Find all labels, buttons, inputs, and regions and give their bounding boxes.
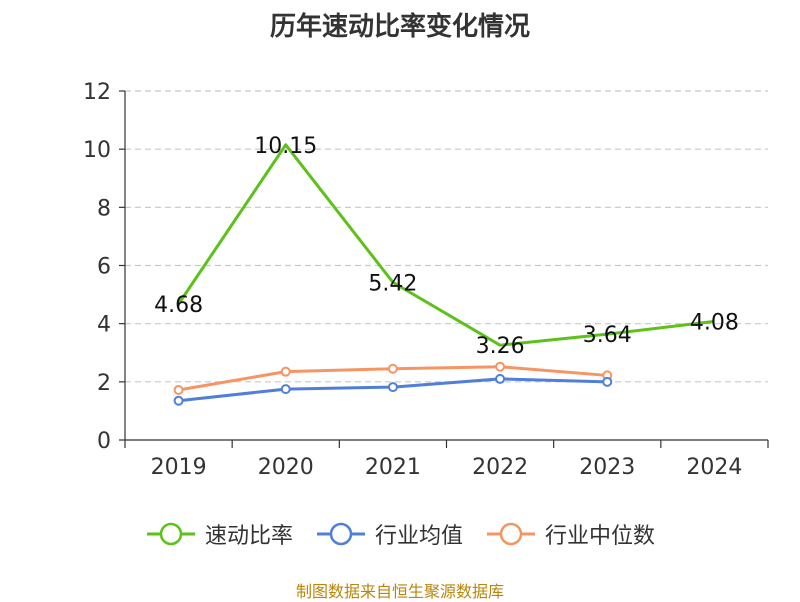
legend-label: 行业中位数 bbox=[545, 524, 656, 549]
data-point bbox=[495, 373, 506, 384]
source-note: 制图数据来自恒生聚源数据库 bbox=[295, 582, 504, 601]
data-point bbox=[602, 376, 613, 387]
y-tick-label: 12 bbox=[83, 80, 111, 105]
y-tick-label: 2 bbox=[97, 371, 111, 396]
x-tick-label: 2024 bbox=[686, 455, 742, 480]
data-point bbox=[173, 395, 184, 406]
data-label: 10.15 bbox=[254, 134, 317, 159]
series-line-0 bbox=[177, 143, 715, 347]
data-label: 4.08 bbox=[690, 310, 739, 335]
data-point bbox=[387, 382, 398, 393]
y-tick-label: 10 bbox=[83, 138, 111, 163]
data-point bbox=[173, 384, 184, 395]
legend-item[interactable]: 行业均值 bbox=[315, 518, 463, 550]
y-tick-label: 8 bbox=[97, 196, 111, 221]
data-label: 4.68 bbox=[154, 293, 203, 318]
series-layer bbox=[173, 143, 715, 406]
y-tick-label: 0 bbox=[97, 429, 111, 454]
data-point bbox=[387, 363, 398, 374]
data-point bbox=[280, 366, 291, 377]
x-tick-label: 2021 bbox=[365, 455, 421, 480]
grid-layer bbox=[125, 90, 768, 383]
label-layer: 4.68 10.15 5.42 3.26 3.64 4.08 bbox=[154, 134, 739, 359]
legend-label: 速动比率 bbox=[204, 524, 293, 549]
legend-label: 行业均值 bbox=[374, 524, 463, 549]
data-point bbox=[495, 361, 506, 372]
data-label: 3.64 bbox=[583, 323, 632, 348]
x-tick-label: 2023 bbox=[579, 455, 635, 480]
legend-swatch-icon bbox=[146, 522, 195, 546]
legend: 速动比率 行业均值 行业中位数 bbox=[0, 518, 800, 550]
legend-item[interactable]: 行业中位数 bbox=[485, 518, 655, 550]
data-label: 3.26 bbox=[476, 334, 525, 359]
legend-swatch-icon bbox=[316, 522, 365, 546]
legend-swatch-icon bbox=[487, 522, 535, 546]
x-tick-label: 2020 bbox=[258, 455, 314, 480]
data-point bbox=[280, 384, 291, 395]
chart-title: 历年速动比率变化情况 bbox=[269, 12, 530, 42]
axis-layer: 0 2 4 6 8 10 12 2019 2020 2021 2022 2023 2024 bbox=[83, 80, 769, 480]
legend-marker bbox=[499, 522, 523, 546]
data-label: 5.42 bbox=[368, 271, 417, 296]
x-tick-label: 2022 bbox=[472, 455, 528, 480]
legend-marker bbox=[159, 522, 183, 546]
legend-marker bbox=[329, 522, 353, 546]
x-tick-label: 2019 bbox=[151, 455, 207, 480]
y-tick-label: 4 bbox=[97, 313, 111, 338]
legend-item[interactable]: 速动比率 bbox=[145, 518, 293, 550]
y-tick-label: 6 bbox=[97, 255, 111, 280]
